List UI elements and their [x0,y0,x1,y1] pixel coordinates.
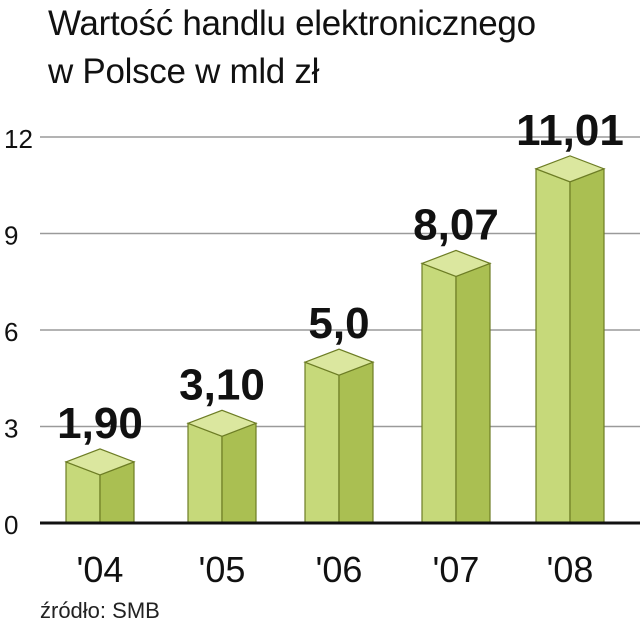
bar-face-front [421,262,457,524]
x-axis-tick-labels: '04 '05 '06 '07 '08 [77,549,594,590]
bar-face-top [186,409,258,437]
bar-face-side [455,262,491,524]
value-label: 11,01 [516,106,624,155]
value-label: 5,0 [308,299,369,348]
y-tick-label: 9 [4,221,18,251]
x-tick-label: '04 [77,549,124,590]
source-note: źródło: SMB [40,598,160,623]
x-tick-label: '08 [547,549,594,590]
bar-face-front [304,361,340,524]
bar-face-side [221,422,257,524]
x-tick-label: '07 [433,549,480,590]
bar-face-front [187,422,223,524]
bar [420,249,492,524]
y-tick-label: 12 [4,124,33,154]
chart-title: Wartość handlu elektronicznego w Polsce … [48,0,628,96]
bar-face-top [303,348,375,376]
bar-face-top [64,448,136,476]
value-labels: 1,90 3,10 5,0 8,07 11,01 [57,106,624,448]
x-tick-label: '06 [316,549,363,590]
bar [186,409,258,524]
y-tick-label: 0 [4,510,18,540]
chart-title-line-2: w Polsce w mld zł [48,52,320,91]
chart-title-line-1: Wartość handlu elektronicznego [48,4,536,43]
value-label: 1,90 [57,399,143,448]
bar [534,155,606,524]
bar-face-side [569,167,605,524]
value-label: 8,07 [413,200,499,249]
bar-face-front [535,167,571,524]
bar-face-top [534,155,606,183]
bar-face-top [420,249,492,278]
bar-face-side [338,361,374,524]
value-label: 3,10 [179,360,265,409]
y-axis-tick-labels: 0 3 6 9 12 [4,124,33,540]
x-tick-label: '05 [199,549,246,590]
y-tick-label: 6 [4,317,18,347]
bar [64,448,136,524]
y-tick-label: 3 [4,414,18,444]
bar [303,348,375,524]
